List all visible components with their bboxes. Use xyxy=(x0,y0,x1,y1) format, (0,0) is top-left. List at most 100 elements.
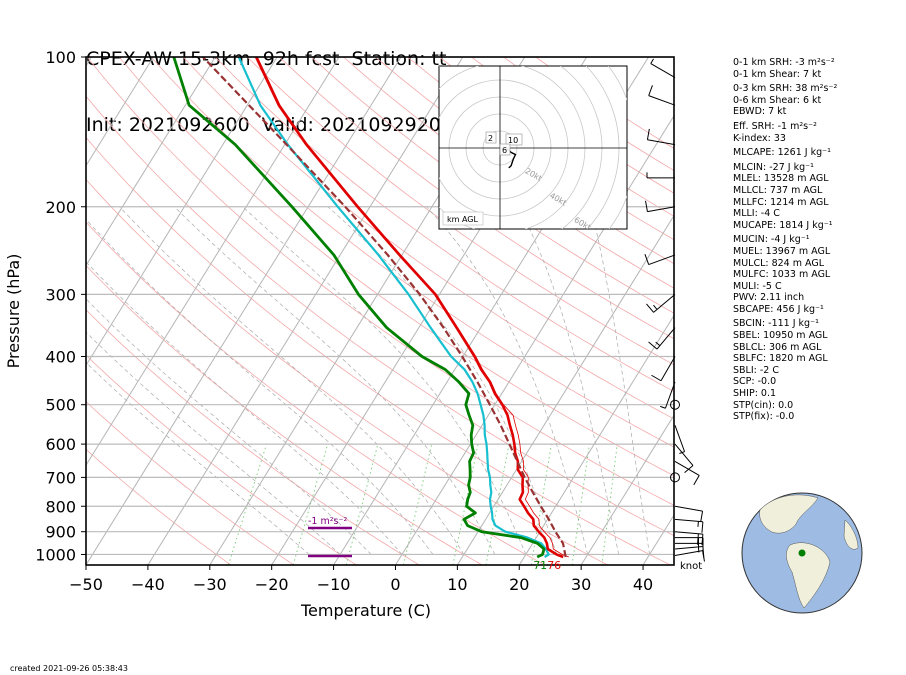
stat-row: MULFC: 1033 m AGL xyxy=(733,269,831,281)
wind-barb xyxy=(648,85,676,106)
moist-adiabat xyxy=(119,206,465,555)
stat-row: SCP: -0.0 xyxy=(733,376,777,388)
barb-flag xyxy=(701,521,704,533)
stat-row: MULCL: 824 m AGL xyxy=(733,257,825,269)
created-timestamp: created 2021-09-26 05:38:43 xyxy=(10,664,128,673)
stat-row: SBLCL: 306 m AGL xyxy=(733,341,822,353)
x-tick-label: 30 xyxy=(571,575,591,594)
stat-row: MLLFC: 1214 m AGL xyxy=(733,196,829,208)
stat-row: MLCAPE: 1261 J kg⁻¹ xyxy=(733,147,831,159)
x-tick-label: 10 xyxy=(447,575,467,594)
dry-adiabat xyxy=(150,57,674,448)
calm-wind-circle xyxy=(670,399,680,410)
axes: −50 −40 −30 −20 −10 0 10 20 30 40 100 200 300 400 500 6… xyxy=(4,48,675,620)
isotherm xyxy=(518,314,674,565)
wind-barb xyxy=(674,531,704,546)
barb-staff xyxy=(664,381,676,409)
stat-row: PWV: 2.11 inch xyxy=(733,292,805,304)
wetbulb-line xyxy=(237,57,550,558)
barb-flag xyxy=(648,341,658,350)
y-tick-label: 1000 xyxy=(35,545,76,564)
moist-adiabat xyxy=(242,206,527,555)
stat-row: SBCIN: -111 J kg⁻¹ xyxy=(733,318,819,330)
barb-flag xyxy=(644,254,650,265)
stat-row: 0-3 km SRH: 38 m²s⁻² xyxy=(733,83,838,95)
y-tick-label: 500 xyxy=(45,396,76,415)
dry-adiabat xyxy=(86,264,483,565)
stat-row: SBEL: 10950 m AGL xyxy=(733,330,828,342)
mixing-ratio-line xyxy=(571,444,590,565)
mixing-ratio-line xyxy=(485,444,510,565)
mixing-ratio-line xyxy=(452,444,479,565)
stat-row: STP(cin): 0.0 xyxy=(733,399,794,411)
dry-adiabat xyxy=(375,57,674,265)
hodograph-legend: km AGL xyxy=(447,215,479,224)
hodograph-height-marker: 2 xyxy=(485,131,497,144)
x-tick-label: 40 xyxy=(633,575,653,594)
africa-edge-land xyxy=(843,519,859,550)
x-tick-label: −30 xyxy=(193,575,227,594)
barb-staff xyxy=(653,293,676,313)
isotherm xyxy=(86,57,216,267)
y-tick-label: 900 xyxy=(45,523,76,542)
barb-flag xyxy=(701,534,704,546)
stat-row: EBWD: 7 kt xyxy=(733,106,787,118)
dry-adiabat xyxy=(118,57,674,477)
hodograph-height-label: 2 xyxy=(488,134,493,143)
stat-row: MUEL: 13967 m AGL xyxy=(733,245,831,257)
barb-staff xyxy=(674,460,700,476)
dry-adiabat xyxy=(214,57,674,393)
wind-barb xyxy=(646,128,676,146)
wind-barb xyxy=(674,550,705,562)
barb-staff xyxy=(656,327,676,350)
isotherm xyxy=(86,57,402,565)
dry-adiabat xyxy=(182,57,674,420)
x-tick-label: −10 xyxy=(317,575,351,594)
barb-flag xyxy=(648,85,653,96)
stat-row: SHIP: 0.1 xyxy=(733,388,777,400)
wind-barb xyxy=(674,518,704,533)
barb-flag xyxy=(660,405,666,409)
dry-adiabat xyxy=(86,221,545,565)
wind-barb xyxy=(650,58,676,79)
mixing-ratio-line xyxy=(292,443,329,565)
temperature-line xyxy=(254,57,564,559)
dry-adiabat xyxy=(86,57,674,506)
barb-staff xyxy=(647,206,676,213)
north-america-land xyxy=(759,494,819,534)
hodograph-frame xyxy=(438,65,628,230)
wind-barb xyxy=(644,254,676,266)
wind-barb xyxy=(648,327,676,350)
stat-row: MUCAPE: 1814 J kg⁻¹ xyxy=(733,219,833,231)
hodograph-height-box xyxy=(485,131,497,144)
y-tick-label: 200 xyxy=(45,198,76,217)
moist-adiabat xyxy=(174,206,496,555)
stat-row: Eff. SRH: -1 m²s⁻² xyxy=(733,120,817,132)
sounding-indices: 0-1 km SRH: -3 m²s⁻² 0-1 km Shear: 7 kt 0-… xyxy=(733,57,837,423)
dry-adiabat xyxy=(279,57,674,340)
stat-row: MLLCL: 737 m AGL xyxy=(733,184,823,196)
wind-unit-label: knot xyxy=(680,561,702,572)
barb-staff xyxy=(674,505,703,512)
barb-flag xyxy=(645,200,648,212)
stat-row: 0-1 km SRH: -3 m²s⁻² xyxy=(733,57,835,68)
stat-row: MLCIN: -27 J kg⁻¹ xyxy=(733,161,814,173)
wind-barbs: knot xyxy=(644,58,705,572)
x-tick-label: 20 xyxy=(509,575,529,594)
stat-row: STP(fix): -0.0 xyxy=(733,411,795,423)
hodograph-height-box xyxy=(505,133,523,146)
dry-adiabat xyxy=(247,57,674,366)
wind-barb xyxy=(670,472,680,483)
isotherm xyxy=(86,57,154,167)
south-america-land xyxy=(786,542,831,609)
y-tick-label: 300 xyxy=(45,285,76,304)
barb-flag xyxy=(700,511,704,523)
wind-barb xyxy=(646,293,676,313)
parcel-line xyxy=(202,57,567,558)
wind-barb xyxy=(645,200,676,213)
barb-flag xyxy=(646,128,650,140)
mixing-ratio-line xyxy=(345,443,379,565)
y-tick-label: 100 xyxy=(45,48,76,67)
